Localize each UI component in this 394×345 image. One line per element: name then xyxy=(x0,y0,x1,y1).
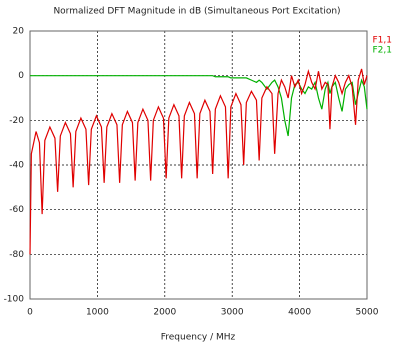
x-tick-label: 0 xyxy=(27,308,33,318)
x-tick-label: 3000 xyxy=(221,308,244,318)
x-tick-label: 4000 xyxy=(288,308,311,318)
x-tick-label: 5000 xyxy=(356,308,379,318)
y-tick-label: 20 xyxy=(13,27,25,37)
series-line xyxy=(29,68,368,255)
x-axis-label: Frequency / MHz xyxy=(161,333,236,343)
y-tick-label: -80 xyxy=(9,250,24,260)
series-line xyxy=(30,75,368,137)
x-tick-label: 1000 xyxy=(86,308,109,318)
y-tick-label: -100 xyxy=(4,295,25,305)
chart-title: Normalized DFT Magnitude in dB (Simultan… xyxy=(53,7,340,17)
legend-entry: F2,1 xyxy=(373,46,393,56)
y-tick-label: -20 xyxy=(9,116,24,126)
y-tick-label: -40 xyxy=(9,161,24,171)
y-tick-label: -60 xyxy=(9,205,24,215)
plot-frame xyxy=(29,30,368,300)
legend-entry: F1,1 xyxy=(373,36,393,46)
y-tick-label: 0 xyxy=(18,71,24,81)
x-tick-label: 2000 xyxy=(153,308,176,318)
